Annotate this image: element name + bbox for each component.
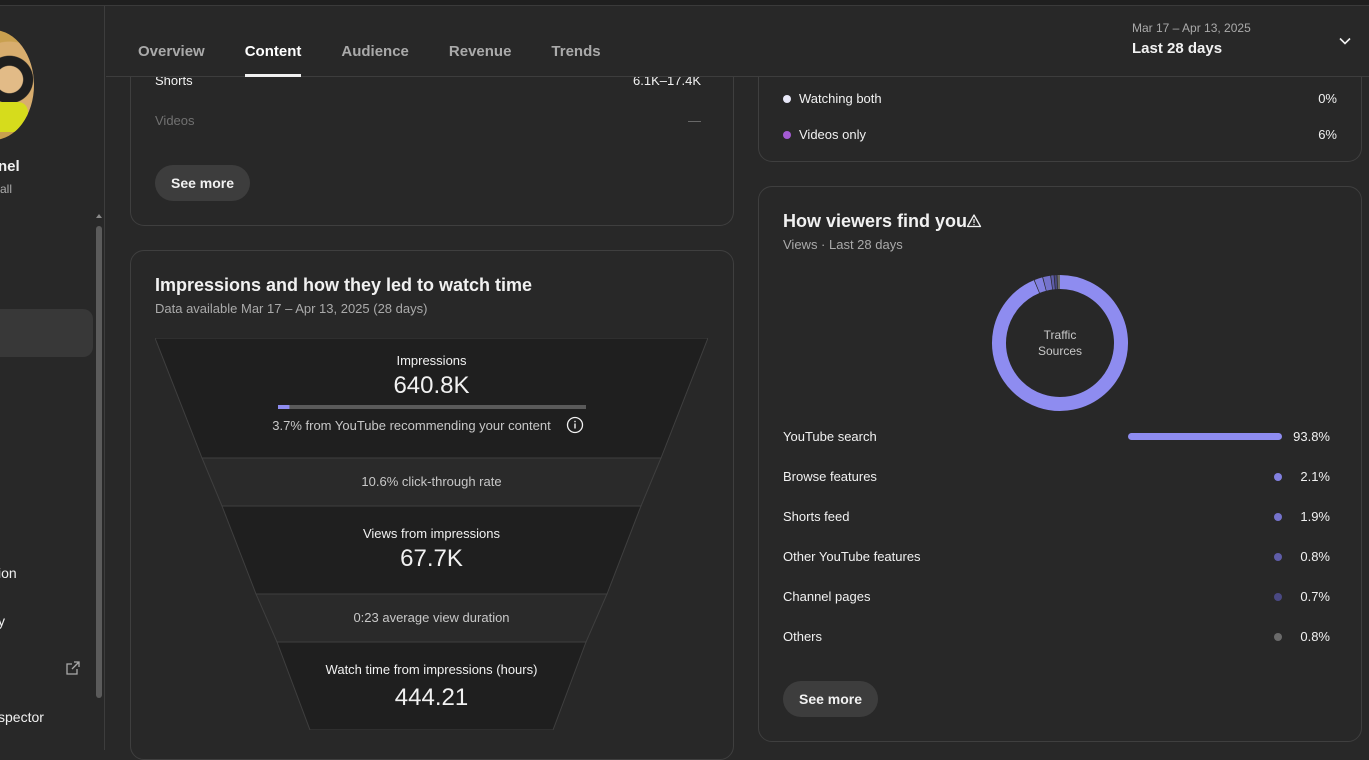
channel-name: nel — [0, 158, 20, 175]
source-dot-browse-features — [1274, 473, 1282, 481]
source-value-browse-features: 2.1% — [1290, 469, 1330, 484]
date-period-label[interactable]: Last 28 days — [1132, 40, 1222, 57]
source-label-channel-pages: Channel pages — [783, 589, 870, 604]
legend-dot-videos-only — [783, 131, 791, 139]
tab-bar: Overview Content Audience Revenue Trends — [138, 6, 641, 77]
sidebar-item-active[interactable] — [0, 309, 93, 357]
row-label-watching-both: Watching both — [799, 91, 882, 106]
avatar-image — [0, 30, 34, 140]
tab-revenue[interactable]: Revenue — [449, 6, 512, 77]
donut-label-line1: Traffic — [1020, 327, 1100, 343]
row-label-videos-only: Videos only — [799, 127, 866, 142]
source-label-shorts-feed: Shorts feed — [783, 509, 850, 524]
see-more-button[interactable]: See more — [155, 165, 250, 201]
traffic-card-subtitle: Views · Last 28 days — [783, 237, 903, 252]
impressions-value: 640.8K — [155, 372, 708, 400]
ctr-text: 10.6% click-through rate — [155, 474, 708, 489]
info-icon[interactable] — [566, 416, 584, 434]
impressions-label: Impressions — [155, 353, 708, 368]
tab-content[interactable]: Content — [245, 6, 302, 77]
analytics-header: Overview Content Audience Revenue Trends… — [106, 6, 1369, 77]
row-label-videos: Videos — [155, 113, 195, 128]
recommend-bar-track — [278, 405, 586, 409]
source-label-other-youtube-features: Other YouTube features — [783, 549, 921, 564]
source-label-youtube-search: YouTube search — [783, 429, 877, 444]
traffic-sources-card — [758, 186, 1362, 742]
watch-value: 444.21 — [155, 684, 708, 712]
source-label-others: Others — [783, 629, 822, 644]
source-dot-other-youtube-features — [1274, 553, 1282, 561]
date-range-text[interactable]: Mar 17 – Apr 13, 2025 — [1132, 21, 1251, 35]
sidebar-item-inspector[interactable]: spector — [0, 709, 44, 725]
warning-icon[interactable] — [966, 213, 982, 229]
source-bar-youtube-search — [1128, 433, 1282, 440]
source-dot-others — [1274, 633, 1282, 641]
views-value: 67.7K — [155, 545, 708, 573]
impressions-card-title: Impressions and how they led to watch ti… — [155, 275, 532, 296]
tab-overview[interactable]: Overview — [138, 6, 205, 77]
channel-avatar[interactable] — [0, 30, 34, 140]
source-value-shorts-feed: 1.9% — [1290, 509, 1330, 524]
tab-trends[interactable]: Trends — [551, 6, 600, 77]
row-value-watching-both: 0% — [1280, 91, 1337, 106]
recommend-text: 3.7% from YouTube recommending your cont… — [135, 418, 688, 433]
external-link-icon[interactable] — [66, 661, 80, 675]
row-value-videos-only: 6% — [1280, 127, 1337, 142]
source-dot-channel-pages — [1274, 593, 1282, 601]
channel-subtitle: all — [0, 182, 12, 196]
legend-dot-watching-both — [783, 95, 791, 103]
watch-label: Watch time from impressions (hours) — [155, 662, 708, 677]
donut-slice-browse-features — [1037, 284, 1044, 286]
sidebar-item-customization[interactable]: ion — [0, 565, 17, 581]
avd-text: 0:23 average view duration — [155, 610, 708, 625]
sidebar-scrollbar[interactable] — [96, 226, 102, 698]
source-label-browse-features: Browse features — [783, 469, 877, 484]
views-label: Views from impressions — [155, 526, 708, 541]
source-dot-shorts-feed — [1274, 513, 1282, 521]
avatar-shirt — [0, 102, 28, 132]
tab-audience[interactable]: Audience — [341, 6, 409, 77]
traffic-see-more-button[interactable]: See more — [783, 681, 878, 717]
chevron-down-icon[interactable] — [1338, 34, 1352, 48]
donut-center-label: Traffic Sources — [1020, 327, 1100, 359]
left-sidebar: nel all ion y spector — [0, 6, 105, 750]
impressions-card-subtitle: Data available Mar 17 – Apr 13, 2025 (28… — [155, 301, 427, 316]
source-value-youtube-search: 93.8% — [1290, 429, 1330, 444]
source-value-other-youtube-features: 0.8% — [1290, 549, 1330, 564]
recommend-bar-fill — [278, 405, 289, 409]
traffic-card-title: How viewers find you — [783, 211, 967, 232]
sidebar-item-copyright[interactable]: y — [0, 613, 5, 629]
donut-slice-shorts-feed — [1045, 283, 1051, 284]
source-value-channel-pages: 0.7% — [1290, 589, 1330, 604]
row-value-videos: — — [600, 113, 701, 128]
source-value-others: 0.8% — [1290, 629, 1330, 644]
donut-label-line2: Sources — [1020, 343, 1100, 359]
scroll-up-arrow-icon[interactable] — [96, 214, 102, 218]
